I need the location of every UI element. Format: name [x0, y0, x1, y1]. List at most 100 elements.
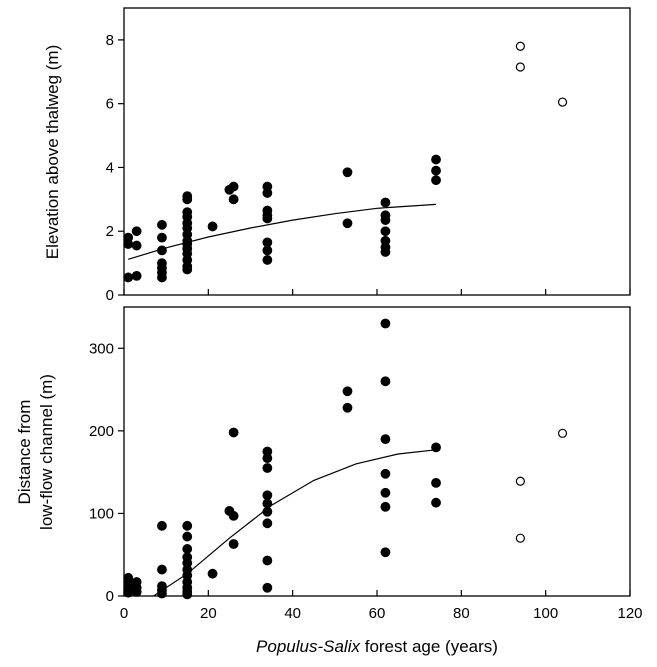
- top-ytick-label: 4: [106, 159, 114, 176]
- top-filled-point: [157, 245, 167, 256]
- bottom-filled-point: [262, 506, 273, 517]
- bottom-filled-point: [182, 589, 193, 600]
- top-filled-point: [228, 194, 239, 205]
- bottom-filled-point: [262, 453, 273, 464]
- top-filled-point: [157, 219, 167, 230]
- bottom-ylabel-line2: low-flow channel (m): [37, 374, 56, 530]
- top-open-point: [557, 97, 568, 107]
- bottom-ylabel-line1: Distance from: [15, 400, 34, 505]
- top-open-point: [515, 62, 525, 72]
- top-filled-point: [131, 226, 142, 237]
- bottom-open-point: [557, 428, 568, 438]
- top-filled-point: [262, 245, 273, 256]
- bottom-xtick-label: 0: [120, 605, 128, 622]
- bottom-xlabel-italic: Populus-Salix: [256, 637, 360, 656]
- top-open-point: [515, 41, 525, 51]
- bottom-filled-point: [262, 498, 273, 509]
- bottom-filled-point: [207, 568, 218, 579]
- top-filled-point: [207, 221, 218, 232]
- top-filled-point: [380, 247, 391, 257]
- top-filled-point: [157, 232, 167, 243]
- bottom-filled-point: [342, 402, 353, 413]
- bottom-filled-point: [342, 386, 353, 397]
- top-plot-frame: [123, 7, 631, 296]
- bottom-filled-point: [380, 547, 391, 558]
- bottom-open-point: [515, 533, 525, 543]
- top-filled-point: [182, 264, 193, 275]
- bottom-filled-point: [431, 497, 441, 508]
- top-filled-point: [431, 154, 441, 165]
- bottom-filled-point: [262, 582, 273, 593]
- top-filled-point: [431, 175, 441, 186]
- top-filled-point: [342, 167, 353, 178]
- bottom-filled-point: [380, 487, 391, 498]
- bottom-xtick-label: 40: [284, 605, 301, 622]
- bottom-filled-point: [380, 434, 391, 445]
- bottom-xtick-label: 20: [200, 605, 217, 622]
- bottom-filled-point: [262, 490, 273, 501]
- top-filled-point: [342, 218, 353, 229]
- bottom-filled-point: [380, 501, 391, 512]
- bottom-filled-point: [380, 376, 391, 387]
- bottom-filled-point: [380, 318, 391, 329]
- top-ytick-label: 8: [106, 32, 114, 49]
- bottom-filled-point: [157, 520, 167, 531]
- bottom-ytick-label: 300: [89, 340, 114, 357]
- top-filled-point: [380, 215, 391, 225]
- top-filled-point: [123, 272, 134, 283]
- bottom-filled-point: [228, 539, 239, 549]
- bottom-filled-point: [182, 520, 193, 531]
- top-filled-point: [182, 194, 193, 205]
- bottom-xtick-label: 120: [617, 605, 642, 622]
- bottom-filled-point: [228, 427, 239, 438]
- top-filled-point: [431, 165, 441, 176]
- top-ytick-label: 6: [106, 96, 114, 113]
- bottom-xtick-label: 80: [453, 605, 470, 622]
- bottom-filled-point: [262, 555, 273, 566]
- top-filled-point: [262, 255, 273, 265]
- bottom-xtick-label: 60: [369, 605, 386, 622]
- bottom-axes: 0 20 40 60 80 100 120 0 100 200 300: [89, 340, 643, 622]
- top-filled-point: [228, 181, 239, 192]
- bottom-filled-point: [228, 511, 239, 521]
- bottom-xtick-label: 100: [533, 605, 558, 622]
- top-filled-point: [131, 240, 142, 251]
- bottom-filled-point: [182, 544, 193, 554]
- bottom-filled-point: [431, 477, 441, 488]
- top-filled-point: [131, 270, 142, 281]
- bottom-xlabel-rest: forest age (years): [360, 637, 498, 656]
- bottom-filled-point: [157, 564, 167, 575]
- top-filled-point: [123, 239, 134, 249]
- top-filled-point: [380, 197, 391, 208]
- bottom-open-point: [515, 476, 525, 486]
- bottom-filled-point: [262, 463, 273, 473]
- bottom-filled-point: [123, 587, 134, 598]
- bottom-ytick-label: 0: [106, 588, 114, 605]
- bottom-filled-point: [431, 442, 441, 453]
- bottom-filled-point: [157, 588, 167, 599]
- bottom-plot-frame: [123, 306, 631, 597]
- bottom-filled-point: [182, 531, 193, 542]
- top-marks: [123, 41, 568, 283]
- top-panel: 0 2 4 6 8 Elevation above thalweg (m): [43, 7, 631, 304]
- bottom-ytick-label: 200: [89, 423, 114, 440]
- bottom-filled-point: [262, 518, 273, 529]
- bottom-filled-point: [380, 468, 391, 479]
- bottom-filled-point: [131, 586, 142, 597]
- top-fit-curve: [128, 203, 437, 260]
- bottom-fit-curve: [153, 449, 437, 597]
- top-ytick-label: 0: [106, 287, 114, 304]
- bottom-marks: [123, 318, 568, 600]
- top-axes: 0 2 4 6 8: [106, 32, 631, 304]
- top-filled-point: [157, 272, 167, 283]
- top-filled-point: [262, 213, 273, 224]
- top-ytick-label: 2: [106, 223, 114, 240]
- bottom-ytick-label: 100: [89, 505, 114, 522]
- top-filled-point: [380, 226, 391, 237]
- top-ylabel: Elevation above thalweg (m): [43, 45, 62, 260]
- top-filled-point: [262, 188, 273, 198]
- bottom-xlabel: Populus-Salix forest age (years): [256, 637, 498, 656]
